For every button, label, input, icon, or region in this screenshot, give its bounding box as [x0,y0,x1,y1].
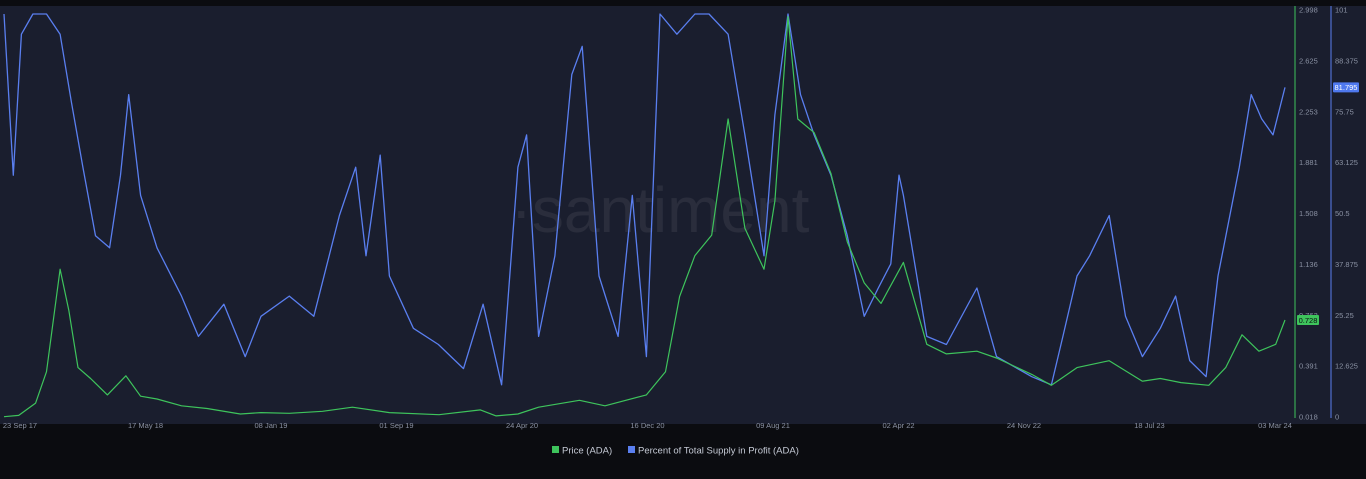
plot-background [0,6,1366,424]
price-series [3,16,1286,418]
left-axis-tick-label: 0.018 [1299,413,1318,422]
x-axis-tick-label: 01 Sep 19 [379,421,413,430]
right-axis-tick-label: 0 [1335,413,1339,422]
left-axis-tick-label: 1.881 [1299,158,1318,167]
supply-line [3,13,1286,386]
right-axis-tick-label: 25.25 [1335,311,1354,320]
right-axis-tick-label: 88.375 [1335,56,1358,65]
watermark: ·santiment [511,174,810,246]
left-axis-tick-label: 0.391 [1299,362,1318,371]
left-axis-tick-label: 2.253 [1299,107,1318,116]
right-axis-tick-label: 50.5 [1335,209,1350,218]
price-value-badge: 0.728 [1297,315,1319,326]
right-axis-tick-label: 101 [1335,6,1348,15]
x-axis-tick-label: 18 Jul 23 [1134,421,1164,430]
legend-supply-label[interactable]: Percent of Total Supply in Profit (ADA) [638,446,799,457]
left-axis-tick-label: 2.625 [1299,56,1318,65]
left-axis-tick-label: 1.136 [1299,260,1318,269]
x-axis-tick-label: 23 Sep 17 [3,421,37,430]
x-axis-tick-label: 17 May 18 [128,421,163,430]
right-axis-tick-label: 75.75 [1335,107,1354,116]
left-axis-tick-label: 1.508 [1299,209,1318,218]
supply-badge-background [1333,82,1359,93]
left-axis-tick-label: 2.998 [1299,6,1318,15]
x-axis-tick-label: 16 Dec 20 [630,421,664,430]
x-axis-tick-label: 24 Nov 22 [1007,421,1041,430]
x-axis-ticks: 23 Sep 17 17 May 18 08 Jan 19 01 Sep 19 24 A… [3,421,1292,430]
price-line [3,16,1286,418]
legend-supply-swatch[interactable] [628,446,635,453]
supply-series [3,13,1286,386]
x-axis-tick-label: 09 Aug 21 [756,421,790,430]
x-axis-tick-label: 08 Jan 19 [255,421,288,430]
right-axis-ticks: 101 88.375 75.75 63.125 50.5 37.875 25.25 12.62… [1335,6,1358,422]
supply-badge-label: 81.795 [1335,83,1358,92]
price-badge-label: 0.728 [1299,316,1318,325]
x-axis-tick-label: 24 Apr 20 [506,421,538,430]
x-axis-tick-label: 03 Mar 24 [1258,421,1292,430]
right-axis-tick-label: 63.125 [1335,158,1358,167]
right-axis-tick-label: 12.625 [1335,362,1358,371]
right-axis-tick-label: 37.875 [1335,260,1358,269]
legend: Price (ADA) Percent of Total Supply in P… [552,446,799,457]
x-axis-tick-label: 02 Apr 22 [882,421,914,430]
supply-value-badge: 81.795 [1333,82,1359,93]
legend-price-swatch[interactable] [552,446,559,453]
price-badge-background [1297,315,1319,326]
legend-price-label[interactable]: Price (ADA) [562,446,612,457]
